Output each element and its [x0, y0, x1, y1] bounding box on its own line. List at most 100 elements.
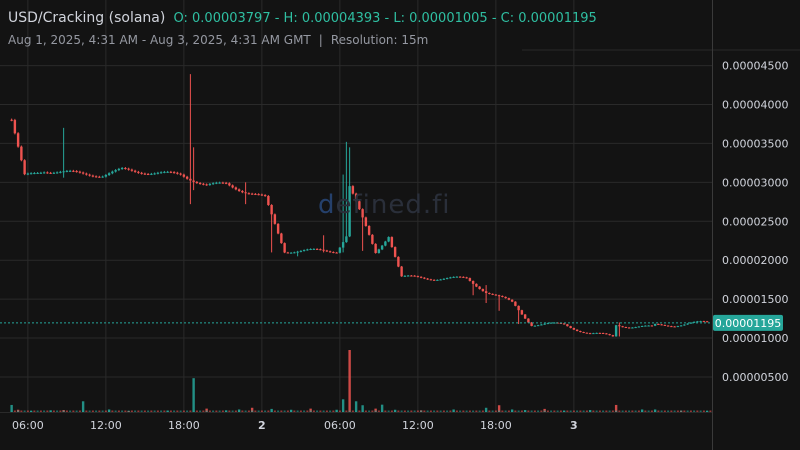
- volume-bar: [192, 378, 195, 412]
- candle-body: [49, 172, 52, 174]
- volume-bar: [680, 410, 683, 412]
- volume-bar: [579, 410, 582, 412]
- volume-bar: [338, 410, 341, 412]
- y-tick-label: 0.00001000: [722, 332, 788, 345]
- candle-body: [705, 321, 709, 323]
- candle-body: [543, 323, 546, 325]
- x-tick-label: 12:00: [402, 419, 434, 432]
- volume-bar: [494, 410, 497, 412]
- volume-bar: [156, 410, 159, 412]
- candle-body: [631, 327, 634, 329]
- candle-body: [497, 295, 501, 297]
- volume-bar: [566, 410, 569, 412]
- volume-bar: [407, 410, 410, 412]
- candle-body: [185, 176, 189, 179]
- candle-body: [111, 171, 114, 174]
- candle-body: [445, 278, 449, 280]
- candle-body: [429, 279, 433, 281]
- candle-body: [501, 295, 504, 297]
- volume-bar: [332, 410, 335, 412]
- volume-bar: [634, 410, 637, 412]
- volume-bar: [322, 410, 325, 412]
- volume-bar: [446, 410, 449, 412]
- candle-body: [127, 168, 130, 170]
- candle-body: [270, 204, 273, 215]
- candle-body: [159, 172, 163, 174]
- volume-bar: [673, 410, 676, 412]
- volume-bar: [501, 410, 504, 412]
- volume-bar: [286, 410, 289, 412]
- volume-bar: [533, 410, 536, 412]
- volume-bar: [647, 410, 650, 412]
- volume-bar: [173, 410, 176, 412]
- volume-bar: [491, 410, 494, 412]
- volume-bar: [380, 404, 384, 412]
- candle-body: [653, 323, 657, 326]
- candle-body: [29, 173, 33, 175]
- candle-body: [75, 171, 78, 173]
- candle-body: [101, 176, 104, 178]
- candle-body: [549, 322, 553, 324]
- volume-bar: [39, 410, 42, 412]
- y-tick-label: 0.00002000: [722, 254, 788, 267]
- candle-body: [120, 168, 124, 170]
- volume-bar: [212, 410, 215, 412]
- candle-body: [572, 328, 576, 330]
- candle-body: [322, 249, 325, 251]
- x-tick-label: 18:00: [480, 419, 512, 432]
- volume-bar: [527, 410, 530, 412]
- volume-bar: [270, 410, 273, 412]
- candle-body: [673, 326, 676, 328]
- volume-bar: [81, 401, 85, 412]
- volume-bar: [260, 410, 263, 412]
- volume-bar: [101, 410, 104, 412]
- volume-bar: [449, 410, 452, 412]
- candle-body: [702, 321, 706, 323]
- candle-body: [341, 242, 345, 248]
- volume-bar: [43, 410, 46, 412]
- volume-bar: [257, 410, 260, 412]
- volume-bar: [49, 410, 52, 412]
- candle-body: [377, 249, 381, 253]
- volume-bar: [397, 410, 400, 412]
- candle-body: [289, 252, 293, 254]
- candle-body: [276, 223, 280, 234]
- volume-bar: [10, 410, 13, 412]
- candle-body: [26, 173, 30, 175]
- candle-body: [156, 172, 160, 174]
- candle-body: [679, 325, 683, 327]
- candle-body: [68, 170, 72, 172]
- volume-bar: [52, 410, 55, 412]
- volume-bar: [621, 410, 624, 412]
- volume-bar: [702, 410, 705, 412]
- volume-bars: [10, 350, 712, 412]
- volume-bar: [205, 408, 208, 412]
- volume-bar: [264, 410, 267, 412]
- volume-bar: [394, 410, 397, 412]
- volume-bar: [306, 410, 309, 412]
- volume-bar: [537, 410, 540, 412]
- volume-bar: [462, 410, 465, 412]
- candle-body: [215, 182, 218, 184]
- volume-bar: [628, 410, 631, 412]
- volume-bar: [30, 410, 33, 412]
- volume-bar: [283, 410, 286, 412]
- candle-body: [484, 291, 488, 293]
- candle-body: [332, 252, 335, 254]
- candle-body: [475, 283, 478, 287]
- candle-body: [595, 332, 598, 334]
- candle-body: [91, 175, 95, 177]
- candle-body: [608, 334, 611, 336]
- volume-bar: [615, 410, 618, 412]
- candle-body: [397, 256, 400, 267]
- candle-body: [458, 276, 462, 278]
- volume-bar: [335, 410, 338, 412]
- volume-bar: [468, 410, 471, 412]
- candle-body: [52, 172, 56, 174]
- volume-bar: [683, 410, 686, 412]
- candle-body: [23, 160, 26, 175]
- volume-bar: [221, 410, 224, 412]
- volume-bar: [585, 410, 588, 412]
- candle-body: [367, 225, 371, 235]
